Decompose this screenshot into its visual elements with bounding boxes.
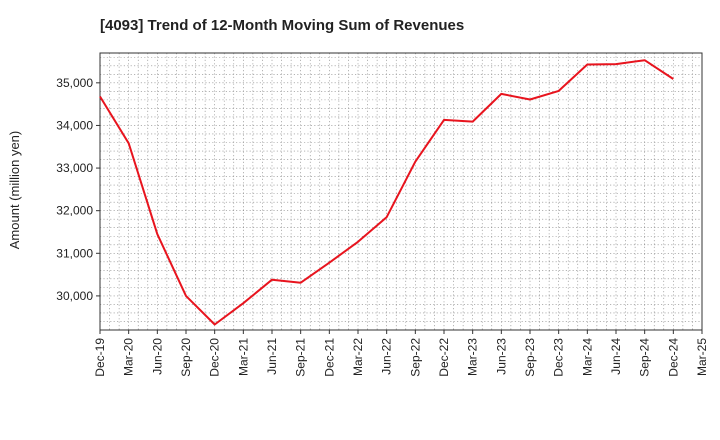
x-tick-label: Mar-20 [122,338,136,376]
x-tick-label: Sep-23 [523,338,537,377]
x-tick-label: Dec-22 [437,338,451,377]
y-axis-ticks: 30,000 31,000 32,000 33,000 34,000 35,000 [56,76,100,303]
x-tick-label: Mar-21 [236,338,250,376]
chart-title: [4093] Trend of 12-Month Moving Sum of R… [100,17,464,34]
x-tick-label: Jun-23 [494,338,508,375]
y-axis-label: Amount (million yen) [7,131,22,250]
x-tick-label: Sep-20 [179,338,193,377]
series-layer [99,59,674,326]
x-tick-label: Dec-20 [208,338,222,377]
x-tick-label: Mar-22 [351,338,365,376]
x-tick-label: Mar-25 [695,338,709,376]
y-tick-label: 35,000 [56,76,93,90]
x-tick-label: Jun-21 [265,338,279,375]
x-tick-label: Sep-21 [294,338,308,377]
x-tick-label: Dec-24 [666,338,680,377]
y-tick-label: 30,000 [56,289,93,303]
x-axis-ticks: Dec-19 Mar-20 Jun-20 Sep-20 Dec-20 Mar-21 Jun-… [93,330,709,377]
x-tick-label: Dec-19 [93,338,107,377]
x-tick-label: Mar-24 [580,338,594,376]
x-tick-label: Jun-22 [380,338,394,375]
y-tick-label: 31,000 [56,246,93,260]
plot-area-frame [99,52,703,331]
x-tick-label: Jun-24 [609,338,623,375]
series-line [99,59,674,326]
x-tick-label: Sep-24 [638,338,652,377]
y-tick-label: 33,000 [56,161,93,175]
x-tick-label: Mar-23 [466,338,480,376]
x-tick-label: Dec-23 [552,338,566,377]
y-tick-label: 34,000 [56,118,93,132]
x-tick-label: Jun-20 [150,338,164,375]
x-tick-label: Dec-21 [322,338,336,377]
x-tick-label: Sep-22 [408,338,422,377]
y-tick-label: 32,000 [56,204,93,218]
